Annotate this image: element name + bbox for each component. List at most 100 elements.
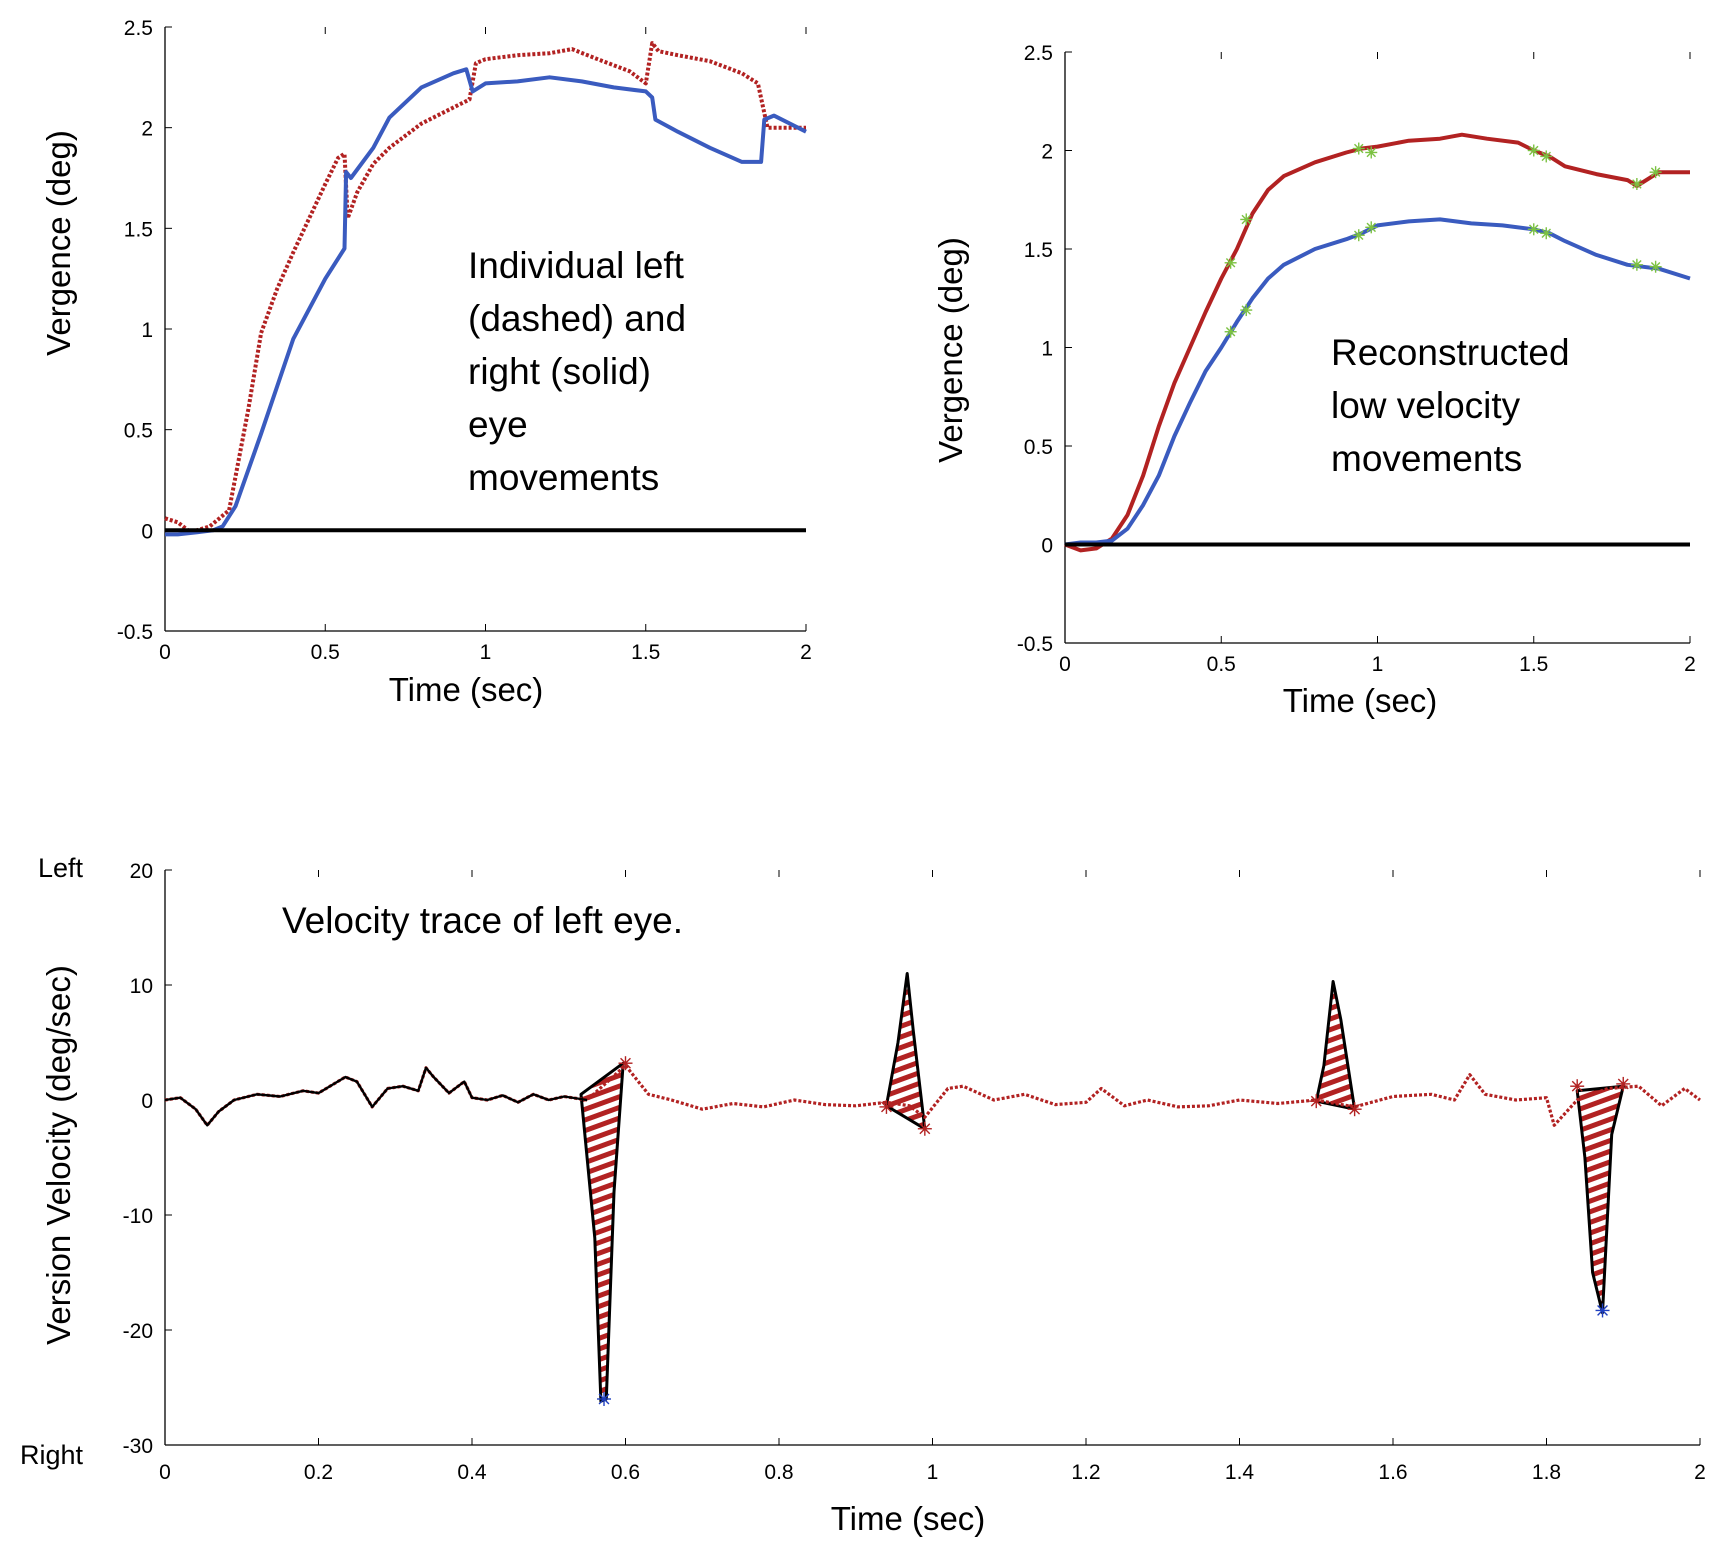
annotation-a-line-3: right (solid) bbox=[468, 351, 651, 392]
saccade-peak-marker bbox=[597, 1392, 612, 1406]
x-tick-label: 0 bbox=[159, 1461, 171, 1484]
x-tick-label: 0 bbox=[1059, 653, 1071, 676]
annotation-a-line-4: eye bbox=[468, 404, 528, 445]
saccade-region bbox=[579, 1061, 625, 1403]
ylabel-c: Version Velocity (deg/sec) bbox=[40, 965, 77, 1345]
annotation-a-line-5: movements bbox=[468, 457, 659, 498]
xlabel-c: Time (sec) bbox=[831, 1500, 986, 1537]
breakpoint-marker bbox=[1352, 229, 1365, 242]
xlabel-b: Time (sec) bbox=[1283, 682, 1438, 719]
saccade-end-marker bbox=[1309, 1094, 1324, 1109]
y-tick-label: 2.5 bbox=[124, 17, 153, 40]
y-tick-label: -0.5 bbox=[117, 621, 153, 644]
chart-version-velocity: 0 0.2 0.4 0.6 0.8 1 1.2 1.4 1.6 1.8 2 -30 -20 -10 0 10 2… bbox=[20, 853, 1706, 1537]
ticks-b: 0 0.5 1 1.5 2 -0.5 0 0.5 1 1.5 2 2.5 bbox=[1017, 42, 1696, 676]
series-c bbox=[164, 972, 1701, 1406]
series-line-red bbox=[1064, 132, 1690, 553]
x-tick-label: 1 bbox=[480, 641, 492, 664]
x-tick-label: 1.8 bbox=[1532, 1461, 1561, 1484]
breakpoint-marker bbox=[1365, 146, 1378, 159]
series-line-solid bbox=[165, 67, 807, 537]
x-tick-label: 2 bbox=[1694, 1461, 1706, 1484]
y-tick-label: -10 bbox=[123, 1205, 153, 1228]
breakpoint-marker bbox=[1240, 213, 1253, 226]
saccade-region bbox=[884, 972, 927, 1131]
breakpoint-marker bbox=[1630, 258, 1643, 271]
breakpoint-marker bbox=[1527, 144, 1540, 157]
saccade-end-marker bbox=[1347, 1102, 1362, 1117]
series-a bbox=[164, 41, 807, 537]
direction-label-right: Right bbox=[20, 1440, 84, 1470]
annotation-a-line-2: (dashed) and bbox=[468, 298, 686, 339]
y-tick-label: -0.5 bbox=[1017, 633, 1053, 656]
breakpoint-marker bbox=[1224, 325, 1237, 338]
breakpoint-marker bbox=[1240, 304, 1253, 317]
breakpoint-marker bbox=[1527, 223, 1540, 236]
x-tick-label: 1.5 bbox=[1519, 653, 1548, 676]
chart-vergence-reconstructed: 0 0.5 1 1.5 2 -0.5 0 0.5 1 1.5 2 2.5 Time (sec) Ver… bbox=[932, 42, 1696, 719]
y-tick-label: 1.5 bbox=[124, 218, 153, 241]
breakpoint-marker bbox=[1352, 142, 1365, 155]
y-tick-label: 2.5 bbox=[1024, 42, 1053, 65]
series-line-dashed bbox=[164, 41, 806, 535]
breakpoint-marker bbox=[1649, 166, 1662, 179]
annotation-b-line-3: movements bbox=[1331, 438, 1522, 479]
chart-vergence-individual: 0 0.5 1 1.5 2 -0.5 0 0.5 1 1.5 2 2.5 Time (sec) Ver… bbox=[40, 17, 812, 708]
y-tick-label: 0 bbox=[1041, 535, 1053, 558]
breakpoint-marker bbox=[1540, 150, 1553, 163]
ylabel-b: Vergence (deg) bbox=[932, 237, 969, 463]
y-tick-label: 0.5 bbox=[124, 420, 153, 443]
series-line-blue bbox=[1064, 217, 1691, 547]
y-tick-label: 1.5 bbox=[1024, 239, 1053, 262]
ticks-c: 0 0.2 0.4 0.6 0.8 1 1.2 1.4 1.6 1.8 2 -30 -20 -10 0 10 2… bbox=[123, 860, 1706, 1484]
direction-label-left: Left bbox=[38, 853, 84, 883]
y-tick-label: 2 bbox=[141, 118, 153, 141]
ticks-a: 0 0.5 1 1.5 2 -0.5 0 0.5 1 1.5 2 2.5 bbox=[117, 17, 812, 664]
annotation-a-line-1: Individual left bbox=[468, 245, 685, 286]
x-tick-label: 0.4 bbox=[457, 1461, 487, 1484]
x-tick-label: 2 bbox=[1684, 653, 1696, 676]
y-tick-label: 20 bbox=[130, 860, 153, 883]
y-tick-label: 1 bbox=[1041, 338, 1053, 361]
saccade-region bbox=[1314, 980, 1357, 1111]
x-tick-label: 1 bbox=[927, 1461, 939, 1484]
y-tick-label: -20 bbox=[123, 1320, 153, 1343]
x-tick-label: 0.5 bbox=[311, 641, 340, 664]
x-tick-label: 0.8 bbox=[764, 1461, 793, 1484]
annotation-c: Velocity trace of left eye. bbox=[282, 900, 683, 941]
axes-c bbox=[164, 870, 1700, 1446]
x-tick-label: 1.2 bbox=[1071, 1461, 1100, 1484]
y-tick-label: 1 bbox=[141, 319, 153, 342]
saccade-end-marker bbox=[917, 1121, 932, 1136]
annotation-b-line-2: low velocity bbox=[1331, 385, 1521, 426]
xlabel-a: Time (sec) bbox=[389, 671, 544, 708]
y-tick-label: 0 bbox=[141, 520, 153, 543]
ylabel-a: Vergence (deg) bbox=[40, 130, 77, 356]
saccade-end-marker bbox=[1570, 1079, 1585, 1094]
breakpoint-marker bbox=[1540, 227, 1553, 240]
breakpoint-marker bbox=[1365, 221, 1378, 234]
saccade-region bbox=[1575, 1084, 1625, 1315]
y-tick-label: -30 bbox=[123, 1435, 153, 1458]
annotation-b-line-1: Reconstructed bbox=[1331, 332, 1570, 373]
saccade-end-marker bbox=[618, 1056, 633, 1071]
y-tick-label: 10 bbox=[130, 975, 153, 998]
x-tick-label: 0.2 bbox=[304, 1461, 333, 1484]
y-tick-label: 0.5 bbox=[1024, 436, 1053, 459]
velocity-trace-outline bbox=[164, 1066, 588, 1127]
x-tick-label: 2 bbox=[800, 641, 812, 664]
series-b bbox=[1064, 132, 1691, 553]
velocity-trace bbox=[164, 1063, 1701, 1127]
x-tick-label: 1.5 bbox=[631, 641, 660, 664]
x-tick-label: 0.6 bbox=[611, 1461, 640, 1484]
x-tick-label: 1.4 bbox=[1225, 1461, 1255, 1484]
breakpoint-marker bbox=[1649, 260, 1662, 273]
x-tick-label: 0 bbox=[159, 641, 171, 664]
saccade-end-marker bbox=[1616, 1076, 1631, 1091]
y-tick-label: 0 bbox=[141, 1090, 153, 1113]
x-tick-label: 0.5 bbox=[1207, 653, 1236, 676]
saccade-end-marker bbox=[879, 1099, 894, 1114]
saccade-peak-marker bbox=[1595, 1303, 1610, 1318]
x-tick-label: 1.6 bbox=[1378, 1461, 1407, 1484]
